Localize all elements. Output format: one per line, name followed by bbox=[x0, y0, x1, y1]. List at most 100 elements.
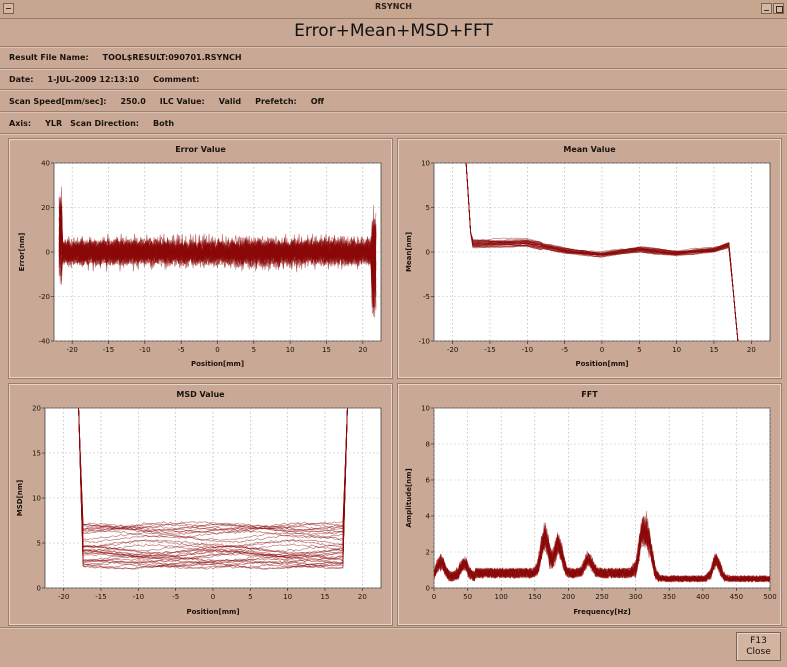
y-axis-label: Amplitude[nm] bbox=[405, 468, 413, 527]
series-line bbox=[78, 408, 348, 564]
minimize-button[interactable] bbox=[761, 3, 772, 14]
series-group bbox=[465, 163, 739, 341]
y-tick-label: -10 bbox=[419, 338, 430, 346]
x-tick-label: -10 bbox=[139, 346, 150, 354]
x-tick-label: 5 bbox=[248, 593, 252, 601]
series-line bbox=[78, 408, 348, 548]
mean-value-chart: -20 -15 -10 -5 0 5 10 15 20 -10 -5 0 5 10 Position[mm]… bbox=[405, 160, 771, 368]
x-tick-label: 20 bbox=[358, 346, 367, 354]
y-tick-label: 15 bbox=[32, 450, 41, 458]
series-line bbox=[434, 530, 770, 583]
divider bbox=[0, 111, 787, 113]
x-tick-label: 450 bbox=[730, 593, 743, 601]
y-tick-label: 10 bbox=[32, 495, 41, 503]
y-tick-label: 0 bbox=[426, 249, 430, 257]
x-tick-label: 0 bbox=[215, 346, 219, 354]
error-value-panel: Error Value -20 -15 -10 -5 0 5 10 15 20 -40 -20 0 20… bbox=[8, 138, 393, 379]
chart-title: Error Value bbox=[175, 145, 226, 154]
x-tick-label: -10 bbox=[522, 346, 533, 354]
x-tick-label: -15 bbox=[103, 346, 114, 354]
x-tick-label: 15 bbox=[321, 593, 330, 601]
comment-label: Comment: bbox=[153, 75, 200, 84]
x-tick-label: 10 bbox=[286, 346, 295, 354]
series-line bbox=[78, 408, 348, 561]
divider bbox=[0, 89, 787, 91]
x-axis-label: Position[mm] bbox=[186, 608, 239, 616]
x-axis-label: Position[mm] bbox=[575, 360, 628, 368]
prefetch-value: Off bbox=[310, 97, 325, 106]
y-tick-label: 6 bbox=[426, 477, 431, 485]
series-line bbox=[78, 408, 348, 530]
close-button[interactable]: F13 Close bbox=[736, 632, 781, 661]
error-value-chart: -20 -15 -10 -5 0 5 10 15 20 -40 -20 0 20 40 Position[m… bbox=[18, 160, 382, 368]
series-line bbox=[78, 408, 348, 534]
result-file-row: Result File Name: TOOL$RESULT:090701.RSYN… bbox=[9, 53, 242, 62]
series-line bbox=[78, 408, 348, 539]
series-line bbox=[465, 163, 739, 341]
window-menu-button[interactable] bbox=[3, 3, 14, 14]
x-tick-label: -15 bbox=[95, 593, 106, 601]
series-line bbox=[465, 163, 739, 341]
x-axis-label: Position[mm] bbox=[191, 360, 244, 368]
series-line bbox=[78, 408, 348, 535]
series-line bbox=[465, 163, 739, 341]
x-tick-label: 10 bbox=[672, 346, 681, 354]
maximize-icon bbox=[776, 6, 783, 13]
series-group bbox=[58, 186, 377, 318]
x-tick-label: 5 bbox=[252, 346, 256, 354]
y-tick-label: -40 bbox=[39, 338, 50, 346]
x-tick-label: 350 bbox=[663, 593, 676, 601]
y-axis-label: Error[nm] bbox=[18, 233, 26, 272]
x-tick-label: -20 bbox=[447, 346, 458, 354]
msd-value-panel: MSD Value -20 -15 -10 -5 0 5 10 15 20 0 5 10 15 20 Pos… bbox=[8, 383, 393, 626]
x-tick-label: 250 bbox=[595, 593, 608, 601]
y-tick-label: 0 bbox=[426, 585, 430, 593]
window-title: RSYNCH bbox=[375, 2, 412, 11]
y-tick-label: 10 bbox=[421, 405, 430, 413]
axis-value: YLR bbox=[45, 119, 63, 128]
series-group bbox=[78, 408, 348, 570]
minimize-icon bbox=[764, 6, 769, 11]
series-line bbox=[78, 408, 348, 569]
x-tick-label: 300 bbox=[629, 593, 642, 601]
date-label: Date: bbox=[9, 75, 34, 84]
series-line bbox=[78, 408, 348, 541]
mean-value-panel: Mean Value -20 -15 -10 -5 0 5 10 15 20 -10 -5 0 5 10 P… bbox=[397, 138, 782, 379]
x-tick-label: 50 bbox=[463, 593, 472, 601]
axis-label: Axis: bbox=[9, 119, 32, 128]
x-tick-label: -20 bbox=[58, 593, 69, 601]
y-tick-label: 0 bbox=[37, 585, 41, 593]
y-axis-label: MSD[nm] bbox=[16, 480, 24, 517]
y-tick-label: 40 bbox=[41, 160, 50, 168]
series-line bbox=[78, 408, 348, 559]
series-line bbox=[465, 163, 739, 341]
date-row: Date: 1-JUL-2009 12:13:10 Comment: bbox=[9, 75, 207, 84]
series-line bbox=[78, 408, 348, 552]
divider bbox=[0, 68, 787, 70]
divider bbox=[0, 627, 787, 629]
x-tick-label: 0 bbox=[600, 346, 604, 354]
chart-title: FFT bbox=[581, 390, 598, 399]
close-label: Close bbox=[746, 647, 771, 657]
chart-title: Mean Value bbox=[563, 145, 616, 154]
y-tick-label: 20 bbox=[41, 204, 50, 212]
msd-value-chart: -20 -15 -10 -5 0 5 10 15 20 0 5 10 15 20 Position[mm] M… bbox=[16, 405, 382, 616]
date-value: 1-JUL-2009 12:13:10 bbox=[47, 75, 140, 84]
y-tick-label: 2 bbox=[426, 549, 430, 557]
y-tick-label: 20 bbox=[32, 405, 41, 413]
x-tick-label: -5 bbox=[172, 593, 179, 601]
series-line bbox=[78, 408, 348, 567]
x-tick-label: 500 bbox=[763, 593, 776, 601]
maximize-button[interactable] bbox=[773, 3, 784, 14]
x-tick-label: 20 bbox=[747, 346, 756, 354]
series-group bbox=[434, 511, 770, 583]
x-tick-label: 10 bbox=[283, 593, 292, 601]
window-title-bar[interactable]: RSYNCH bbox=[0, 0, 787, 19]
y-tick-label: 5 bbox=[37, 540, 41, 548]
series-line bbox=[78, 408, 348, 569]
scan-direction-label: Scan Direction: bbox=[70, 119, 139, 128]
ilc-value: Valid bbox=[218, 97, 242, 106]
x-tick-label: -10 bbox=[133, 593, 144, 601]
scan-direction-value: Both bbox=[152, 119, 175, 128]
x-tick-label: 15 bbox=[322, 346, 331, 354]
